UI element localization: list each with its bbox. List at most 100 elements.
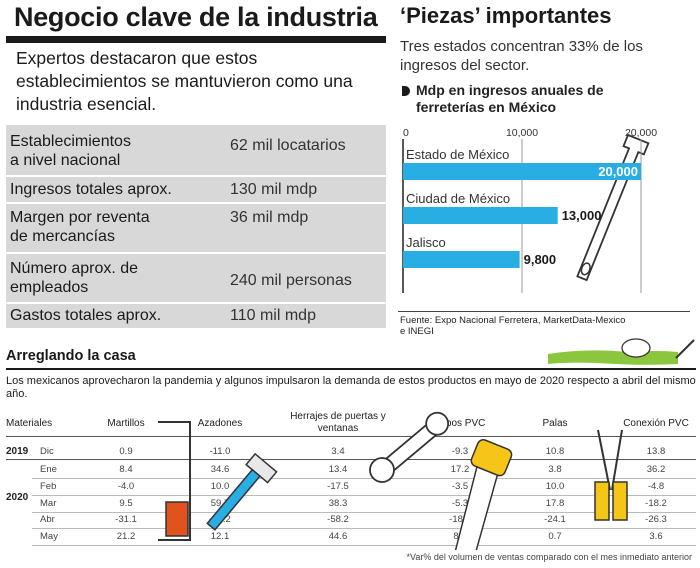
bar [403,207,558,224]
table-cell: -9.3 [451,446,469,457]
table-cell: -4.8 [647,481,665,492]
table-cell: 13.4 [328,464,348,475]
chart-title: ‘Piezas’ importantes [400,3,612,28]
table-cell: -17.5 [327,481,349,492]
column-header: Herrajes de puertas y ventanas [290,411,386,434]
table-cell: 44.6 [328,531,348,542]
handsaw-icon [453,439,513,550]
column-header: Palas [542,418,568,429]
table-cell: -26.3 [645,514,667,525]
table-description: Los mexicanos aprovecharon la pandemia y… [6,375,696,400]
category-label: Estado de México [406,147,509,162]
table-cell: 9.5 [119,498,133,509]
hammer-icon [206,452,278,531]
row-divider [32,545,696,546]
row-month: Mar [40,498,57,509]
category-label: Jalisco [406,235,446,250]
year-label: 2019 [6,446,29,457]
table-cell: 0.9 [119,446,133,457]
legend-title: Mdp en ingresos anuales de ferreterías en… [416,82,604,115]
stats-divider [6,175,386,177]
table-cell: -58.2 [327,514,349,525]
table-title: Arreglando la casa [6,348,136,364]
table-cell: 59.7 [210,498,230,509]
table-cell: -31.1 [115,514,137,525]
table-cell: 10.8 [545,446,565,457]
source-rule [398,311,690,312]
table-cell: -24.1 [544,514,566,525]
column-header: Conexión PVC [623,418,689,429]
table-cell: -3.5 [451,481,469,492]
table-cell: -11.0 [209,446,231,457]
page-title: Negocio clave de la industria [14,2,378,32]
stat-label: Gastos totales aprox. [10,307,162,324]
tick-label: 10,000 [506,127,538,139]
table-cell: -5.3 [451,498,469,509]
row-divider [32,528,696,529]
row-divider [32,478,696,479]
row-month: Abr [40,514,55,525]
intro-text: Expertos destacaron que estos establecim… [16,48,353,114]
paint-brush-icon [548,338,695,365]
column-header: Tubos PVC [434,418,486,429]
bar [403,251,520,268]
table-cell: -18.4 [449,514,471,525]
bar [403,163,641,180]
table-cell: 21.2 [116,531,136,542]
row-month: Dic [40,446,54,457]
tick-label: 20,000 [625,127,657,139]
stats-divider [6,202,386,204]
column-header: Martillos [107,418,145,429]
table-cell: 12.1 [210,531,230,542]
stats-table [6,125,386,303]
stat-value: 36 mil mdp [230,209,309,226]
row-divider [32,495,696,496]
table-divider [6,459,696,460]
chart-subtitle: Tres estados concentran 33% de los ingre… [400,38,643,74]
table-cell: -4.0 [117,481,135,492]
table-cell: 17.8 [545,498,565,509]
stat-label: Número aprox. de empleados [10,260,139,296]
stat-label: Ingresos totales aprox. [10,181,172,198]
tick-label: 0 [403,127,409,139]
table-cell: 17.2 [450,464,470,475]
table-cell: 38.3 [328,498,348,509]
stats-divider [6,302,386,304]
table-cell: -18.2 [645,498,667,509]
pliers-icon [594,429,628,521]
table-cell: 10.0 [545,481,565,492]
stats-divider [6,252,386,254]
table-cell: 3.4 [331,446,345,457]
stat-label: Establecimientos a nivel nacional [10,133,131,169]
saw-icon [158,421,191,541]
table-cell: 36.2 [646,464,666,475]
wrench-illustration [576,133,650,282]
title-rule [6,36,386,43]
legend-marker [402,86,410,96]
tools-illustration [158,411,628,550]
column-header: Azadones [197,418,243,429]
materials-header: Materiales [6,418,53,429]
row-month: Ene [40,464,57,475]
table-cell: 0.7 [548,531,562,542]
year-label: 2020 [6,492,29,503]
category-label: Ciudad de México [406,191,510,206]
stat-label: Margen por reventa de mercancías [10,209,150,245]
row-divider [32,512,696,513]
table-cell: 3.6 [649,531,663,542]
table-cell: 8.4 [119,464,133,475]
value-label: 9,800 [524,252,557,267]
stat-value: 110 mil mdp [230,307,316,324]
stat-value: 240 mil personas [230,272,352,289]
value-label: 20,000 [598,164,638,179]
stat-value: 62 mil locatarios [230,137,346,154]
table-divider [6,436,696,437]
row-month: Feb [40,481,57,492]
stat-value: 130 mil mdp [230,181,318,198]
bar-chart: 0 10,000 20,000 Estado de México 20,000 Ciuda… [402,127,657,293]
value-label: 13,000 [562,208,602,223]
stats-row-last [6,304,386,328]
table-cell: 3.8 [548,464,562,475]
row-month: May [40,531,58,542]
wrench-icon [369,411,450,483]
